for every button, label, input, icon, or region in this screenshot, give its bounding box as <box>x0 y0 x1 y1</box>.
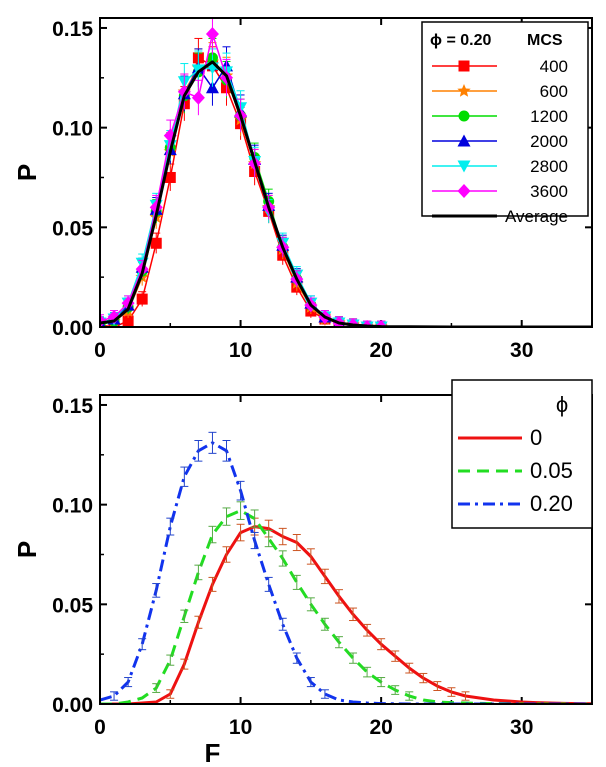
series-0.20 <box>100 431 592 704</box>
legend-label: 1200 <box>530 107 568 126</box>
y-tick-label: 0.05 <box>52 217 93 240</box>
legend-marker <box>458 60 470 72</box>
y-tick-label: 0.05 <box>52 594 93 617</box>
legend-label: 600 <box>540 82 568 101</box>
y-tick-label: 0.15 <box>52 395 93 418</box>
x-tick-label: 30 <box>510 716 533 739</box>
x-tick-label: 20 <box>369 716 392 739</box>
y-tick-label: 0.15 <box>52 18 93 41</box>
x-tick-label: 20 <box>369 339 392 362</box>
legend-header-phi: ϕ = 0.20 <box>430 32 491 49</box>
legend-header-phi: ϕ <box>556 392 568 417</box>
data-point <box>150 237 162 249</box>
legend-label: Average <box>505 207 568 226</box>
legend: ϕ = 0.20 MCS 400 600 1200 2000 2800 3600 Average <box>421 21 589 226</box>
legend-label: 0.05 <box>530 458 573 483</box>
legend-label: 400 <box>540 57 568 76</box>
data-point <box>164 171 176 183</box>
legend-marker <box>457 184 471 198</box>
legend-box <box>421 21 589 217</box>
legend-label: 0 <box>530 425 542 450</box>
series-line <box>100 525 592 704</box>
x-tick-label: 10 <box>229 716 252 739</box>
legend-label: 2800 <box>530 157 568 176</box>
top-panel: 0 10 20 30 0.00 0.05 0.10 0.15 Pϕ = 0.20 MCS 400 60… <box>12 17 593 362</box>
legend-header-mcs: MCS <box>527 32 563 49</box>
x-tick-label: 30 <box>510 339 533 362</box>
legend-marker <box>457 160 471 173</box>
data-point <box>136 293 148 305</box>
data-point <box>122 315 134 327</box>
y-axis-title: P <box>12 164 42 181</box>
y-tick-label: 0.10 <box>52 495 93 518</box>
legend-marker <box>457 84 471 97</box>
legend-label: 3600 <box>530 182 568 201</box>
data-point <box>205 26 219 41</box>
legend-marker <box>457 134 471 147</box>
legend-label: 0.20 <box>530 491 573 516</box>
data-point <box>205 81 219 94</box>
plot-frame <box>99 394 593 705</box>
x-tick-label: 10 <box>229 339 252 362</box>
x-tick-label: 0 <box>94 339 106 362</box>
plot-frame <box>99 17 593 328</box>
series-2800 <box>100 48 388 327</box>
y-tick-label: 0.00 <box>52 317 93 340</box>
y-tick-label: 0.00 <box>52 694 93 717</box>
x-axis-title: F <box>205 738 221 767</box>
legend-marker <box>458 110 470 122</box>
y-tick-label: 0.10 <box>52 118 93 141</box>
series-0 <box>100 517 592 704</box>
legend: ϕ0 0.05 0.20 <box>451 379 593 529</box>
data-point <box>191 90 205 105</box>
y-axis-title: P <box>12 541 42 558</box>
legend-label: 2000 <box>530 132 568 151</box>
x-tick-label: 0 <box>94 716 106 739</box>
